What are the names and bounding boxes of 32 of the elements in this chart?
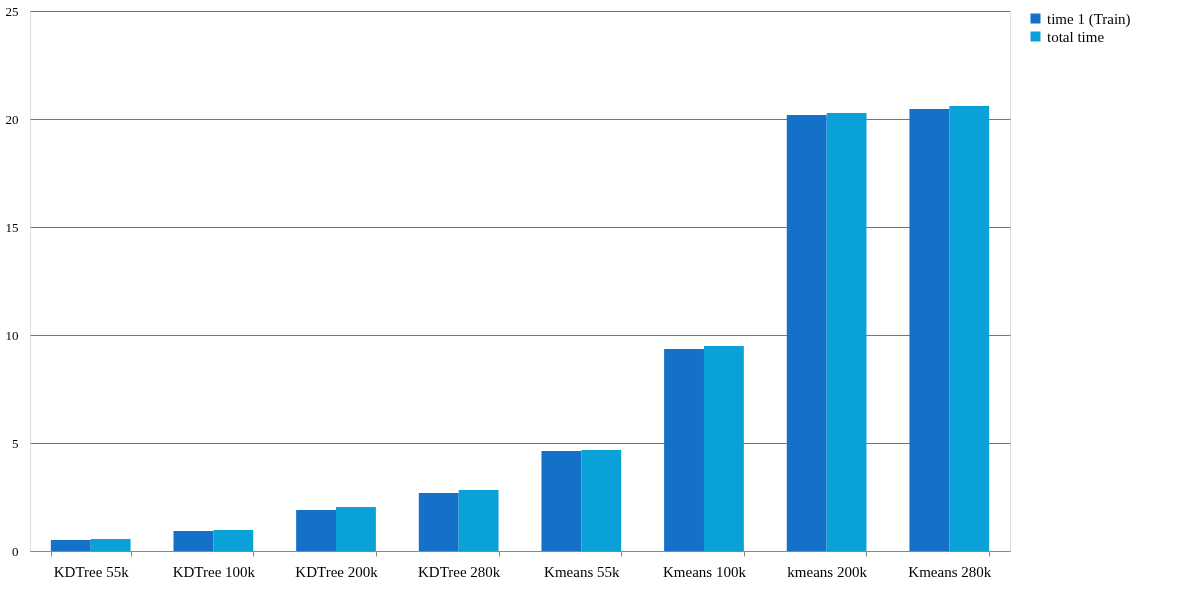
bar bbox=[541, 450, 582, 551]
bar bbox=[296, 509, 337, 551]
x-tick-label: Kmeans 55k bbox=[544, 563, 621, 580]
bar bbox=[909, 109, 950, 551]
bar bbox=[458, 490, 499, 551]
x-tick-label: Kmeans 280k bbox=[908, 563, 992, 580]
bar bbox=[949, 106, 990, 551]
bar bbox=[173, 530, 214, 551]
legend-label: total time bbox=[1047, 28, 1105, 45]
bar bbox=[664, 349, 704, 551]
x-tick-label: Kmeans 100k bbox=[663, 563, 747, 580]
bar bbox=[213, 530, 254, 551]
bar bbox=[703, 346, 744, 551]
bar bbox=[336, 506, 376, 551]
y-tick-label: 25 bbox=[5, 3, 19, 19]
x-tick-label: KDTree 200k bbox=[295, 563, 379, 580]
bar bbox=[581, 449, 622, 551]
y-tick-label: 15 bbox=[5, 219, 19, 235]
y-tick-label: 5 bbox=[12, 435, 19, 451]
bar bbox=[50, 539, 91, 551]
x-tick-label: KDTree 100k bbox=[172, 563, 256, 580]
bar bbox=[418, 492, 459, 551]
y-tick-label: 0 bbox=[12, 543, 19, 559]
y-tick-label: 20 bbox=[5, 111, 19, 127]
bar bbox=[826, 112, 867, 551]
y-tick-label: 10 bbox=[5, 327, 19, 343]
x-tick-label: KDTree 280k bbox=[417, 563, 501, 580]
x-tick-label: KDTree 55k bbox=[53, 563, 130, 580]
x-tick-label: kmeans 200k bbox=[787, 563, 868, 580]
bar bbox=[786, 114, 827, 551]
legend-label: time 1 (Train) bbox=[1047, 10, 1131, 28]
bar bbox=[90, 538, 131, 551]
